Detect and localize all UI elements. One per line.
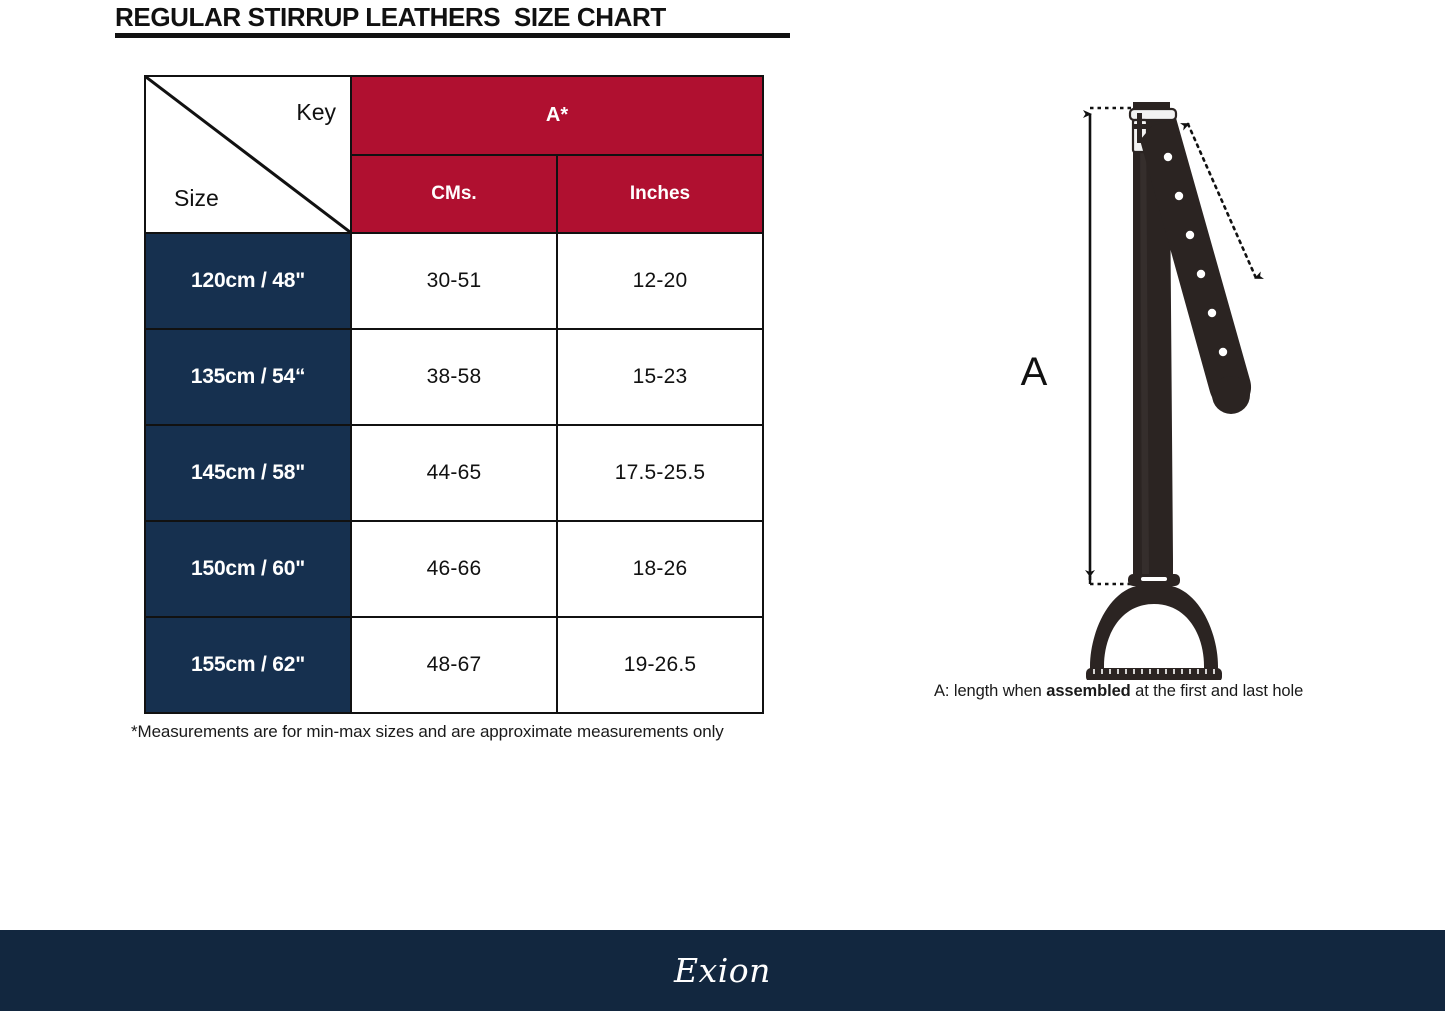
group-header-a: A* xyxy=(349,75,765,156)
corner-key-size-cell: Key Size xyxy=(144,75,352,234)
row-size-label: 145cm / 58" xyxy=(144,424,352,522)
row-cms-value: 48-67 xyxy=(350,616,558,714)
row-cms-value: 38-58 xyxy=(350,328,558,426)
row-size-label: 150cm / 60" xyxy=(144,520,352,618)
caption-bold-word: assembled xyxy=(1046,682,1131,700)
strap-hole xyxy=(1163,152,1173,162)
corner-key-label: Key xyxy=(296,99,336,125)
strap-hole xyxy=(1207,308,1217,318)
row-inches-value: 19-26.5 xyxy=(555,616,765,714)
stirrup-iron-icon xyxy=(1086,574,1222,680)
table-row: 135cm / 54“ 38-58 15-23 xyxy=(144,328,765,426)
row-inches-value: 17.5-25.5 xyxy=(555,424,765,522)
caption-prefix: A: length when xyxy=(934,682,1047,700)
row-size-label: 155cm / 62" xyxy=(144,616,352,714)
measure-label-a: A xyxy=(1021,350,1048,394)
brand-logo: Exion xyxy=(674,951,771,990)
size-chart-table: Key Size A* CMs. Inches 120cm / 48" 30-5… xyxy=(144,75,765,714)
table-row: 120cm / 48" 30-51 12-20 xyxy=(144,232,765,330)
row-cms-value: 30-51 xyxy=(350,232,558,330)
row-inches-value: 12-20 xyxy=(555,232,765,330)
stirrup-leather-diagram: A xyxy=(930,80,1350,680)
title-underline xyxy=(115,33,790,38)
page-title: REGULAR STIRRUP LEATHERS SIZE CHART xyxy=(115,2,666,32)
table-row: 150cm / 60" 46-66 18-26 xyxy=(144,520,765,618)
row-cms-value: 46-66 xyxy=(350,520,558,618)
row-inches-value: 18-26 xyxy=(555,520,765,618)
strap-highlight xyxy=(1140,110,1149,578)
measurements-footnote: *Measurements are for min-max sizes and … xyxy=(131,722,724,741)
corner-size-label: Size xyxy=(174,185,219,211)
row-size-label: 120cm / 48" xyxy=(144,232,352,330)
caption-suffix: at the first and last hole xyxy=(1130,682,1304,700)
row-cms-value: 44-65 xyxy=(350,424,558,522)
buckle-icon xyxy=(1128,107,1178,154)
strap-hole xyxy=(1174,191,1184,201)
row-inches-value: 15-23 xyxy=(555,328,765,426)
strap-hole xyxy=(1196,269,1206,279)
strap-angled-end xyxy=(1140,118,1252,414)
stirrup-tread xyxy=(1093,669,1215,674)
stirrup-leather-illustration: A xyxy=(1021,102,1265,680)
table-row: 145cm / 58" 44-65 17.5-25.5 xyxy=(144,424,765,522)
table-header-row-group: Key Size A* xyxy=(144,75,765,234)
table-row: 155cm / 62" 48-67 19-26.5 xyxy=(144,616,765,714)
column-header-inches: Inches xyxy=(555,154,765,234)
footer-bar: Exion xyxy=(0,930,1445,1011)
measurement-arrow-a xyxy=(1083,106,1148,586)
strap-length-arrow xyxy=(1179,122,1265,280)
row-size-label: 135cm / 54“ xyxy=(144,328,352,426)
strap-hole xyxy=(1218,347,1228,357)
title-block: REGULAR STIRRUP LEATHERS SIZE CHART xyxy=(115,0,795,38)
size-chart-table-container: Key Size A* CMs. Inches 120cm / 48" 30-5… xyxy=(144,75,765,714)
diagram-caption: A: length when assembled at the first an… xyxy=(934,682,1303,701)
strap-hole xyxy=(1185,230,1195,240)
column-header-cms: CMs. xyxy=(350,154,558,234)
table-subheader-row: CMs. Inches xyxy=(145,154,765,234)
